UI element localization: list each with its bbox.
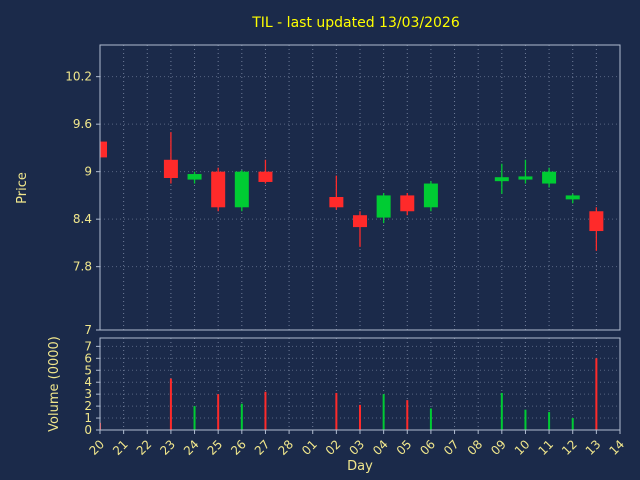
volume-tick-label: 0: [84, 423, 92, 437]
volume-series: [100, 358, 598, 430]
candle-body: [234, 171, 249, 208]
candle-body: [423, 183, 438, 208]
candle-body: [187, 174, 202, 180]
price-tick-label: 7: [84, 323, 92, 337]
x-tick-label: 22: [134, 437, 155, 458]
volume-tick-label: 4: [84, 375, 92, 389]
candle-body: [565, 195, 580, 200]
x-tick-label: 10: [512, 437, 533, 458]
x-tick-label: 01: [299, 437, 320, 458]
candle-body: [376, 195, 391, 218]
candle-body: [329, 197, 344, 208]
x-tick-label: 23: [157, 437, 178, 458]
candle-body: [100, 141, 107, 158]
volume-tick-label: 2: [84, 399, 92, 413]
price-tick-label: 9.6: [73, 117, 92, 131]
price-tick-label: 7.8: [73, 260, 92, 274]
x-tick-label: 06: [417, 437, 438, 458]
price-panel-border: [99, 44, 621, 331]
candle-body: [518, 176, 533, 180]
x-tick-label: 07: [441, 437, 462, 458]
x-tick-label: 08: [465, 437, 486, 458]
x-tick-label: 02: [323, 437, 344, 458]
candle-body: [494, 177, 509, 182]
volume-tick-label: 6: [84, 351, 92, 365]
x-tick-label: 25: [205, 437, 226, 458]
x-tick-label: 03: [346, 437, 367, 458]
volume-tick-label: 5: [84, 363, 92, 377]
candle-body: [258, 171, 273, 182]
x-tick-label: 12: [559, 437, 580, 458]
price-axis-label: Price: [15, 172, 30, 204]
x-tick-label: 09: [488, 437, 509, 458]
candle-body: [589, 211, 604, 232]
price-series: [100, 132, 604, 251]
x-tick-label: 26: [228, 437, 249, 458]
candle-body: [400, 195, 415, 212]
x-tick-label: 24: [181, 437, 202, 458]
x-axis-label: Day: [347, 459, 373, 474]
candle-body: [353, 215, 367, 228]
x-tick-label: 04: [370, 437, 391, 458]
candle-body: [542, 171, 557, 184]
candle-body: [211, 171, 226, 208]
volume-tick-label: 1: [84, 411, 92, 425]
candle-body: [163, 159, 178, 178]
chart-title: TIL - last updated 13/03/2026: [251, 15, 460, 31]
price-tick-label: 8.4: [73, 212, 92, 226]
x-tick-label: 05: [394, 437, 415, 458]
x-tick-label: 14: [606, 437, 627, 458]
volume-tick-label: 7: [84, 339, 92, 353]
x-tick-label: 20: [86, 437, 107, 458]
volume-tick-label: 3: [84, 387, 92, 401]
x-tick-label: 27: [252, 437, 273, 458]
x-tick-label: 11: [536, 437, 557, 458]
x-tick-label: 13: [583, 437, 604, 458]
price-tick-label: 10.2: [65, 70, 92, 84]
volume-axis-label: Volume (0000): [47, 336, 62, 432]
x-tick-label: 28: [276, 437, 297, 458]
price-tick-label: 9: [84, 165, 92, 179]
x-tick-label: 21: [110, 437, 131, 458]
